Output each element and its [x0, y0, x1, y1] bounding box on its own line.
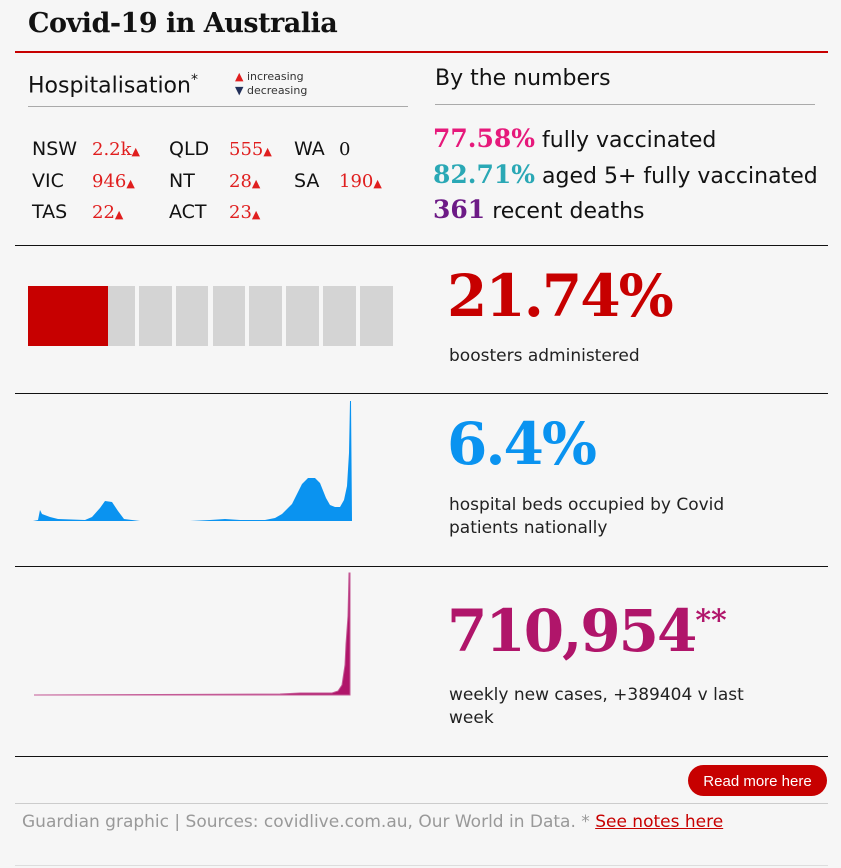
increasing-icon: ▲	[263, 145, 272, 158]
state-nt: NT 28▲	[169, 166, 260, 200]
hospitalisation-header: Hospitalisation* ▲ increasing ▼ decreasi…	[28, 70, 408, 107]
state-name: NT	[169, 169, 195, 192]
weekly-cases-area-chart	[33, 572, 351, 696]
state-value: 22	[92, 202, 115, 223]
increasing-icon: ▲	[251, 176, 261, 190]
state-name: TAS	[32, 201, 68, 223]
booster-cell	[286, 286, 320, 346]
boosters-value: 21.74%	[447, 262, 674, 330]
state-name: SA	[294, 169, 320, 192]
see-notes-link[interactable]: See notes here	[595, 812, 724, 832]
state-value: 23	[229, 202, 252, 223]
state-tas: TAS 22▲	[32, 197, 123, 231]
asterisk: *	[190, 72, 198, 88]
state-qld: QLD 555▲	[169, 134, 272, 168]
state-name: WA	[294, 138, 325, 160]
boosters-label: boosters administered	[449, 346, 640, 366]
booster-fill	[28, 286, 109, 346]
state-name: VIC	[32, 169, 64, 192]
state-value: 2.2k	[92, 139, 132, 160]
divider	[15, 803, 828, 804]
stat-value: 77.58%	[433, 124, 536, 153]
booster-cell	[212, 286, 246, 346]
cases-footnote-mark: **	[695, 603, 727, 639]
state-value: 190	[339, 170, 374, 192]
weekly-cases-area	[33, 572, 351, 696]
stat-aged-5-vaccinated: 82.71% aged 5+ fully vaccinated	[433, 160, 818, 189]
state-name: QLD	[169, 138, 210, 160]
beds-label: hospital beds occupied by Covid patients…	[449, 495, 725, 538]
legend-decreasing: decreasing	[246, 84, 308, 97]
state-act: ACT 23▲	[169, 197, 260, 231]
divider	[15, 756, 828, 757]
divider	[15, 245, 828, 246]
increasing-icon: ▲	[126, 176, 135, 190]
hospitalisation-heading: Hospitalisation	[28, 73, 191, 99]
booster-cell	[175, 286, 209, 346]
increasing-icon: ▲	[114, 208, 124, 221]
hospital-beds-area-chart	[33, 401, 352, 521]
state-value: 28	[229, 170, 252, 192]
state-wa: WA 0	[294, 134, 350, 166]
state-value: 0	[339, 139, 351, 160]
increasing-icon: ▲	[373, 176, 382, 190]
increasing-icon: ▲	[251, 208, 261, 221]
footer: Guardian graphic | Sources: covidlive.co…	[22, 812, 723, 832]
state-vic: VIC 946▲	[32, 166, 135, 200]
divider	[15, 566, 828, 567]
stat-label: fully vaccinated	[542, 128, 717, 153]
legend-increasing: increasing	[246, 70, 304, 83]
state-sa: SA 190▲	[294, 166, 382, 200]
state-name: ACT	[169, 201, 207, 223]
stat-label: recent deaths	[492, 199, 645, 224]
by-numbers-heading: By the numbers	[435, 66, 815, 105]
trend-legend: ▲ increasing ▼ decreasing	[235, 70, 307, 98]
cases-number: 710,954	[447, 597, 697, 665]
stat-value: 361	[433, 195, 486, 224]
booster-progress-bar	[28, 286, 393, 346]
stat-value: 82.71%	[433, 160, 536, 189]
page-title: Covid-19 in Australia	[28, 8, 338, 39]
hospital-beds-area	[33, 401, 352, 521]
footer-sources: Guardian graphic | Sources: covidlive.co…	[22, 812, 596, 832]
booster-cell	[138, 286, 172, 346]
cases-value: 710,954**	[447, 597, 727, 665]
title-rule	[15, 51, 828, 53]
stat-fully-vaccinated: 77.58% fully vaccinated	[433, 124, 716, 153]
stat-label: aged 5+ fully vaccinated	[542, 164, 818, 189]
read-more-button[interactable]: Read more here	[688, 765, 827, 796]
state-nsw: NSW 2.2k▲	[32, 134, 140, 168]
state-name: NSW	[32, 138, 78, 160]
booster-cell	[249, 286, 283, 346]
beds-value: 6.4%	[447, 410, 597, 478]
divider	[15, 865, 828, 866]
state-value: 946	[92, 170, 127, 192]
state-value: 555	[229, 139, 264, 160]
stat-recent-deaths: 361 recent deaths	[433, 195, 645, 224]
decreasing-icon: ▼	[235, 84, 244, 97]
divider	[15, 393, 828, 394]
increasing-icon: ▲	[131, 145, 141, 158]
increasing-icon: ▲	[235, 70, 244, 83]
cases-label: weekly new cases, +389404 v last week	[449, 685, 744, 728]
booster-cell	[360, 286, 393, 346]
booster-cell	[323, 286, 357, 346]
